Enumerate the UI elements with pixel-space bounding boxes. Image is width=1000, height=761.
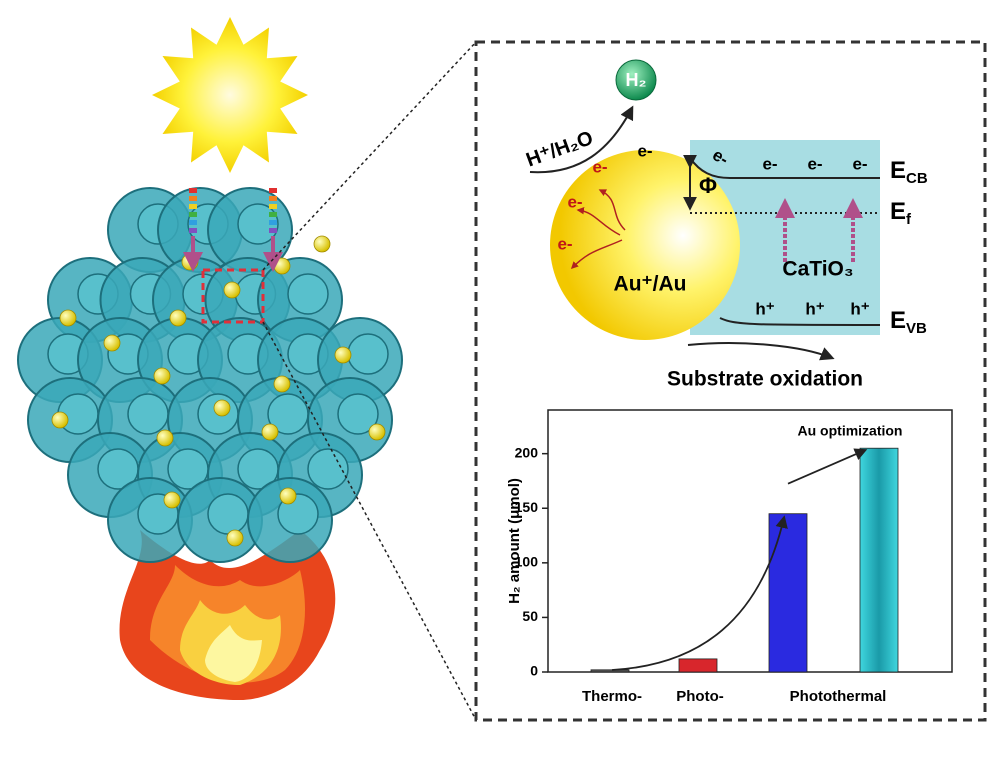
au-nanoparticle: [163, 491, 181, 509]
vb-edge: [719, 317, 881, 326]
illustration: [17, 17, 477, 721]
bar: [590, 669, 630, 673]
electron: e-: [807, 154, 822, 173]
metal-label: Au⁺/Au: [614, 273, 687, 296]
sun: [152, 17, 308, 173]
y-tick-label: 100: [515, 554, 539, 570]
barrier-label: Φ: [699, 173, 717, 198]
au-nanoparticle: [261, 423, 279, 441]
x-tick-label: Photo-: [676, 688, 723, 705]
level-label: Ef: [890, 198, 912, 228]
flame: [119, 530, 336, 700]
level-label: ECB: [890, 157, 928, 187]
light-ray: [189, 188, 197, 193]
au-nanoparticle: [273, 257, 291, 275]
light-ray: [269, 196, 277, 201]
zoom-line: [262, 41, 477, 271]
cage-window: [207, 493, 249, 535]
cage-window: [307, 448, 349, 490]
au-nanoparticle: [181, 253, 199, 271]
cage-window: [237, 203, 279, 245]
annotation: Au optimization: [798, 423, 903, 439]
hole: h⁺: [850, 299, 869, 318]
x-tick-label: Photothermal: [790, 688, 887, 705]
hot-electron-path: [598, 189, 626, 231]
bar: [678, 658, 718, 673]
cage-window: [127, 393, 169, 435]
light-ray: [269, 204, 277, 209]
au-nanoparticle: [226, 529, 244, 547]
band-diagram: H₂ H⁺/H₂O e- e- e- e- e- e- e- e- Φ ECB …: [523, 59, 928, 391]
x-tick-label: Thermo-: [582, 688, 642, 705]
au-nanoparticle: [213, 399, 231, 417]
light-ray: [189, 204, 197, 209]
oxidation-label: Substrate oxidation: [667, 368, 863, 391]
trend-arrow: [787, 448, 868, 485]
au-nanoparticle: [153, 367, 171, 385]
oxidation-arrow: [687, 342, 835, 361]
light-ray: [189, 228, 197, 233]
electron: e-: [557, 234, 572, 253]
au-nanoparticle: [59, 309, 77, 327]
bar: [859, 447, 899, 673]
electron: e-: [762, 154, 777, 173]
cage-window: [347, 333, 389, 375]
cage-window: [337, 393, 379, 435]
au-nanoparticle: [103, 334, 121, 352]
zeolite-framework: [17, 187, 403, 563]
light-ray: [269, 188, 277, 193]
au-nanoparticle: [313, 235, 331, 253]
reduction-arrow: [529, 105, 634, 174]
au-nanoparticle: [368, 423, 386, 441]
au-nanoparticle: [273, 375, 291, 393]
bar: [768, 513, 808, 673]
h2-label: H₂: [626, 70, 647, 90]
light-ray: [269, 228, 277, 233]
hot-electron-path: [570, 239, 623, 270]
hole: h⁺: [805, 299, 824, 318]
au-nanoparticle: [279, 487, 297, 505]
light-ray: [269, 212, 277, 217]
light-ray: [269, 220, 277, 225]
bar-chart: Au optimization H₂ amount (μmol) 0 50 100 1…: [506, 409, 953, 705]
electron: e-: [852, 154, 867, 173]
au-nanoparticle: [51, 411, 69, 429]
hot-electron-path: [576, 206, 621, 236]
trend-arrow: [611, 515, 788, 671]
electron: e-: [637, 141, 652, 160]
electron: e-: [567, 192, 582, 211]
level-label: EVB: [890, 307, 927, 337]
light-ray: [189, 212, 197, 217]
y-tick-label: 200: [515, 444, 539, 460]
hole: h⁺: [755, 299, 774, 318]
au-nanoparticle: [223, 281, 241, 299]
reactant-label: H⁺/H₂O: [523, 127, 596, 171]
au-nanoparticle: [334, 346, 352, 364]
zoom-box: [201, 268, 265, 324]
light-ray: [189, 220, 197, 225]
y-tick-label: 0: [530, 663, 538, 679]
au-nanoparticle: [169, 309, 187, 327]
inset-frame: [474, 40, 987, 722]
semiconductor-label: CaTiO₃: [782, 258, 853, 281]
electron: e-: [592, 157, 607, 176]
h2-bubble: [615, 59, 657, 101]
cage-window: [287, 273, 329, 315]
plot-frame: [547, 409, 953, 673]
y-tick-label: 50: [522, 608, 538, 624]
y-tick-label: 150: [515, 499, 539, 515]
light-ray: [189, 196, 197, 201]
au-nanoparticle: [156, 429, 174, 447]
y-axis-label: H₂ amount (μmol): [506, 478, 523, 604]
